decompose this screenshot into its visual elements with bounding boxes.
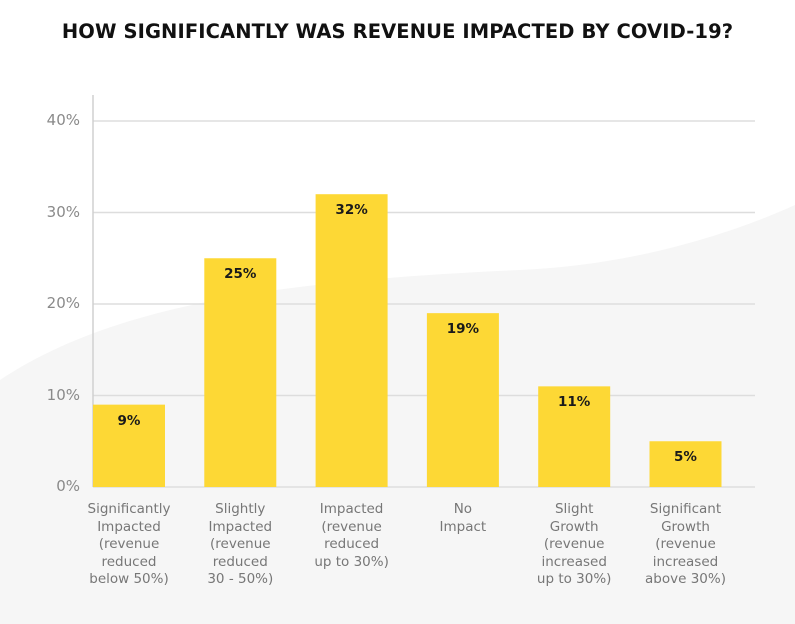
bar xyxy=(315,194,388,487)
x-tick-label: No Impact xyxy=(408,501,518,536)
x-tick-label-line: (revenue xyxy=(543,536,605,552)
data-label: 9% xyxy=(117,412,141,429)
y-tick-label: 0% xyxy=(56,477,80,495)
y-tick-label: 10% xyxy=(46,385,80,404)
x-tick-label-line: increased xyxy=(652,553,719,570)
bar xyxy=(426,313,499,487)
x-tick-label-line: reduced xyxy=(212,553,268,570)
x-tick-label-line: increased xyxy=(541,553,607,570)
x-tick-label: Significant Growth (revenue increased above … xyxy=(631,501,741,589)
data-label: 11% xyxy=(558,394,591,411)
x-tick-label-line: Impacted xyxy=(208,518,273,535)
x-tick-label-line: 30 - 50%) xyxy=(207,571,274,587)
x-tick-label-line: (revenue xyxy=(98,536,160,552)
x-tick-label-line: Growth xyxy=(661,518,710,535)
x-tick-label-line: reduced xyxy=(101,553,157,570)
data-label: 5% xyxy=(674,449,697,466)
x-tick-label: Significantly Impacted (revenue reduced belo… xyxy=(74,501,184,589)
x-tick-label-line: Impact xyxy=(439,518,487,535)
x-tick-label-line: above 30%) xyxy=(645,571,726,587)
data-label: 19% xyxy=(446,321,480,338)
y-tick-label: 30% xyxy=(46,202,80,221)
x-tick-label: Slightly Impacted (revenue reduced 30 - 50%) xyxy=(185,501,295,589)
x-tick-label-line: Growth xyxy=(549,518,599,535)
data-label: 25% xyxy=(224,266,257,283)
bar xyxy=(649,441,722,487)
x-tick-label-line: (revenue xyxy=(321,518,382,535)
x-tick-label-line: Slight xyxy=(554,501,594,517)
x-tick-label-line: up to 30%) xyxy=(314,553,389,570)
x-tick-label-line: No xyxy=(453,501,473,517)
x-tick-label-line: Significantly xyxy=(87,501,171,517)
bar xyxy=(93,404,165,487)
x-tick-label: Slight Growth (revenue increased up to 30%) xyxy=(519,501,629,589)
bar xyxy=(538,386,611,487)
x-tick-label-line: Impacted xyxy=(319,501,384,517)
x-tick-label-line: Slightly xyxy=(215,501,266,517)
x-tick-label-line: up to 30%) xyxy=(536,571,612,587)
y-tick-label: 20% xyxy=(46,294,80,312)
x-tick-label-line: (revenue xyxy=(655,536,716,552)
x-tick-label-line: Impacted xyxy=(97,518,161,535)
chart-title: HOW SIGNIFICANTLY WAS REVENUE IMPACTED B… xyxy=(61,20,734,43)
x-tick-label: Impacted (revenue reduced up to 30%) xyxy=(297,501,407,571)
y-tick-label: 40% xyxy=(46,111,80,129)
x-tick-label-line: below 50%) xyxy=(89,571,169,587)
data-label: 32% xyxy=(335,202,368,219)
x-tick-label-line: (revenue xyxy=(210,536,271,552)
x-tick-label-line: Significant xyxy=(649,501,722,517)
bar xyxy=(204,258,277,487)
x-tick-label-line: reduced xyxy=(324,536,380,552)
